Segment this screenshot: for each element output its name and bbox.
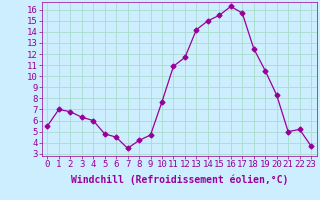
X-axis label: Windchill (Refroidissement éolien,°C): Windchill (Refroidissement éolien,°C) [70,175,288,185]
